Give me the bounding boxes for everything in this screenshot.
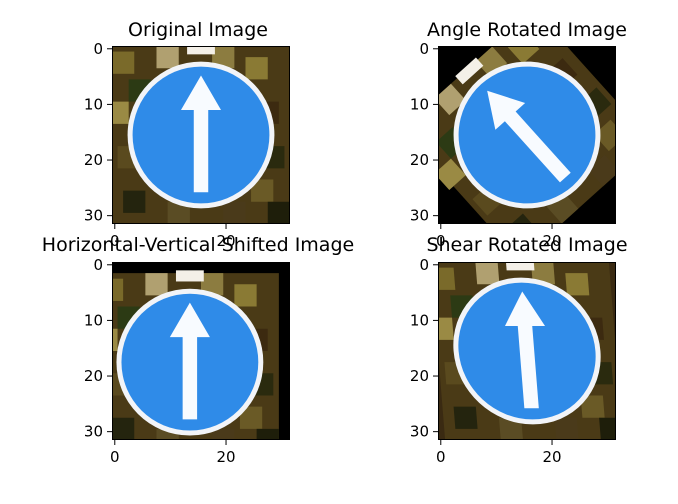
image-content: [112, 46, 290, 224]
foliage-patch: [239, 406, 263, 429]
axes-frame: [438, 262, 616, 440]
foliage-patch: [112, 278, 124, 301]
y-tick-label: 30: [410, 207, 429, 225]
sign-group: [112, 270, 279, 440]
image-panel-3: 0 10 20 30 0 20: [84, 256, 290, 466]
arrow-up-icon: [504, 291, 546, 409]
sign-post: [175, 270, 204, 282]
foliage-patch: [145, 273, 168, 296]
panel-title: Horizontal-Vertical Shifted Image: [42, 234, 354, 256]
foliage-patch: [453, 406, 478, 429]
sign-post: [187, 46, 215, 55]
panel-title: Shear Rotated Image: [426, 234, 627, 256]
axes-frame: [112, 262, 290, 440]
y-tick-label: 30: [84, 423, 103, 441]
image-panel-4: 0 10 20 30 0 20: [410, 256, 616, 466]
y-tick-label: 10: [410, 311, 429, 329]
foliage-patch: [405, 118, 436, 149]
foliage-patch: [621, 125, 652, 156]
foliage-patch: [438, 83, 466, 116]
y-tick-label: 30: [410, 423, 429, 441]
foliage-patch: [588, 154, 616, 187]
foliage-patch: [156, 46, 179, 69]
y-tick-label: 20: [410, 367, 429, 385]
foliage-patch: [267, 201, 290, 224]
foliage-patch: [506, 213, 538, 224]
foliage-patch: [112, 328, 118, 351]
x-tick-label: 0: [436, 232, 446, 250]
foliage-patch: [167, 201, 190, 224]
axes-frame: [438, 46, 616, 224]
arrow-up-icon: [487, 90, 571, 183]
arrow-up-icon: [169, 302, 210, 420]
foliage-patch: [565, 273, 590, 296]
foliage-patch: [112, 101, 129, 124]
foliage-patch: [498, 417, 523, 440]
y-tick-label: 0: [93, 256, 103, 274]
foliage-patch: [531, 262, 556, 285]
sign-group: [112, 46, 290, 224]
axes-frame: [112, 46, 290, 224]
foliage-patch: [438, 317, 454, 340]
foliage-patch: [251, 179, 274, 202]
y-tick-label: 0: [419, 256, 429, 274]
foliage-patch: [234, 284, 257, 307]
foliage-patch: [212, 46, 235, 69]
foliage-patch: [580, 395, 605, 418]
foliage-patch: [201, 273, 224, 296]
foliage-patch: [554, 417, 579, 440]
foliage-patch: [223, 201, 246, 224]
foliage-patch: [112, 417, 135, 440]
y-tick-label: 10: [84, 95, 103, 113]
sign-group: [438, 262, 616, 440]
image-content: [112, 262, 290, 440]
foliage-patch: [123, 190, 146, 213]
foliage-patch: [438, 158, 466, 191]
image-content: [405, 46, 652, 224]
sign-post: [505, 262, 535, 271]
panel-title: Angle Rotated Image: [427, 19, 627, 41]
foliage-patch: [599, 417, 616, 440]
x-tick-label: 20: [542, 232, 561, 250]
y-tick-label: 30: [84, 207, 103, 225]
sign-post: [455, 57, 484, 85]
y-tick-label: 20: [84, 151, 103, 169]
y-tick-label: 20: [410, 151, 429, 169]
x-tick-label: 0: [110, 448, 120, 466]
y-tick-label: 10: [84, 311, 103, 329]
foliage-patch: [256, 428, 279, 440]
foliage-patch: [438, 267, 456, 290]
arrow-up-icon: [180, 75, 222, 193]
y-tick-label: 0: [93, 40, 103, 58]
image-panel-1: 0 10 20 30 0 20: [84, 40, 290, 250]
panel-title: Original Image: [128, 19, 268, 41]
y-tick-label: 20: [84, 367, 103, 385]
x-tick-label: 20: [216, 448, 235, 466]
foliage-patch: [112, 51, 135, 74]
y-tick-label: 0: [419, 40, 429, 58]
foliage-patch: [212, 428, 235, 440]
sign-group: [405, 46, 652, 224]
foliage-patch: [245, 57, 268, 80]
foliage-patch: [156, 428, 179, 440]
foliage-patch: [475, 262, 500, 285]
x-tick-label: 0: [436, 448, 446, 466]
x-tick-label: 0: [110, 232, 120, 250]
foliage-patch: [593, 119, 616, 152]
foliage-patch: [507, 46, 540, 64]
image-content: [438, 262, 616, 440]
x-tick-label: 20: [216, 232, 235, 250]
x-tick-label: 20: [542, 448, 561, 466]
y-tick-label: 10: [410, 95, 429, 113]
image-panel-2: 0 10 20 30 0 20: [405, 40, 652, 250]
